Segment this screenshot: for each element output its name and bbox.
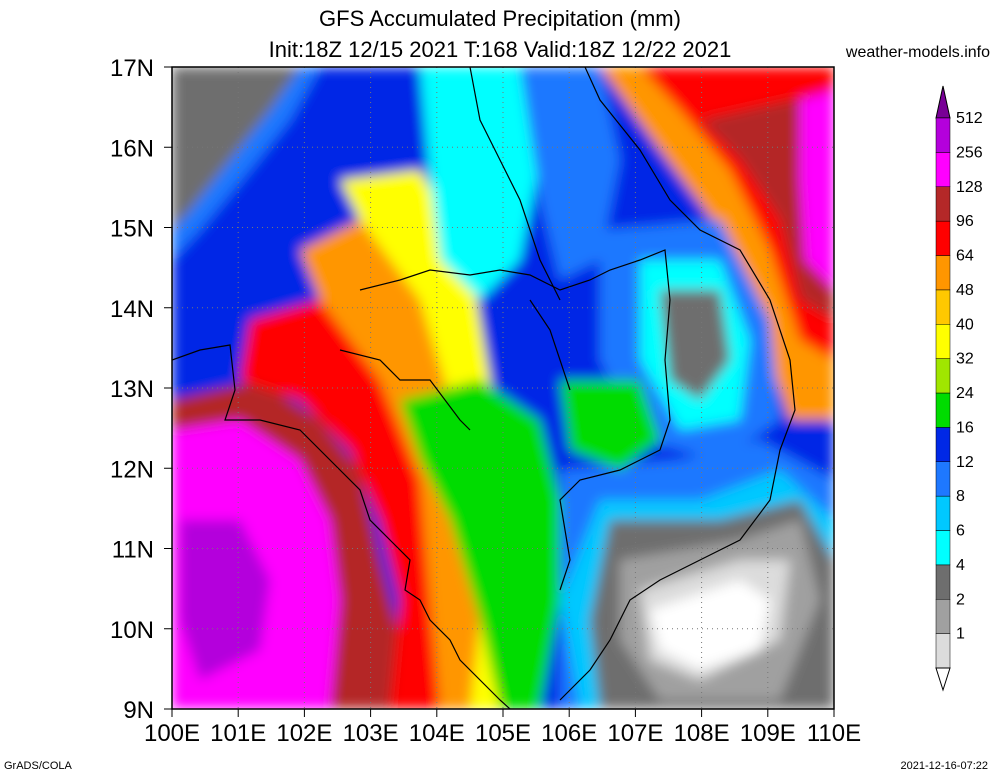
colorbar-label: 12 [956, 454, 974, 471]
colorbar-swatch [935, 324, 951, 359]
longitude-label: 104E [409, 720, 465, 747]
colorbar-label: 8 [956, 488, 965, 505]
colorbar-label: 1 [956, 626, 965, 643]
colorbar-label: 256 [956, 144, 983, 161]
colorbar-label: 32 [956, 351, 974, 368]
coastlines [172, 67, 796, 709]
colorbar-swatch [935, 564, 951, 600]
latitude-label: 11N [112, 537, 154, 564]
colorbar-swatch [935, 152, 951, 187]
colorbar-swatch [935, 220, 951, 256]
longitude-label: 106E [541, 720, 597, 747]
colorbar-label: 96 [956, 213, 974, 230]
colorbar-swatch [935, 186, 951, 222]
longitude-label: 107E [607, 720, 663, 747]
latitude-labels: 9N 10N 11N 12N 13N 14N 15N 16N 17N [110, 55, 172, 724]
longitude-label: 100E [144, 720, 200, 747]
longitude-label: 108E [674, 720, 730, 747]
longitude-label: 102E [276, 720, 332, 747]
colorbar-label: 2 [956, 591, 965, 608]
colorbar-label: 48 [956, 282, 974, 299]
latitude-label: 13N [110, 376, 154, 403]
latitude-label: 10N [110, 617, 154, 644]
software-credit: GrADS/COLA [4, 760, 72, 772]
map-subtitle: Init:18Z 12/15 2021 T:168 Valid:18Z 12/2… [268, 37, 732, 62]
site-label: weather-models.info [845, 44, 990, 61]
colorbar-swatch [935, 392, 951, 428]
colorbar-label: 24 [956, 385, 974, 402]
colorbar-swatch [935, 599, 951, 634]
colorbar-label: 128 [956, 179, 983, 196]
longitude-label: 103E [343, 720, 399, 747]
colorbar-swatch [935, 427, 951, 462]
colorbar-label: 40 [956, 316, 974, 333]
colorbar-swatch [935, 530, 951, 566]
latitude-label: 17N [110, 55, 154, 82]
colorbar-swatch [935, 633, 951, 669]
latitude-label: 16N [110, 135, 154, 162]
colorbar-swatch [935, 461, 951, 497]
colorbar-swatch [935, 358, 951, 394]
colorbar-label: 4 [956, 557, 965, 574]
latitude-label: 12N [110, 456, 154, 483]
colorbar-label: 16 [956, 419, 974, 436]
latitude-label: 14N [110, 296, 154, 323]
colorbar-swatch [935, 289, 951, 325]
colorbar-swatch [935, 117, 951, 153]
latitude-label: 15N [110, 216, 154, 243]
grid-lines [172, 67, 834, 709]
longitude-label: 105E [475, 720, 531, 747]
longitude-label: 101E [210, 720, 266, 747]
colorbar-label: 64 [956, 248, 974, 265]
colorbar-label: 512 [956, 110, 983, 127]
colorbar-label: 6 [956, 523, 965, 540]
colorbar-swatch [935, 255, 951, 291]
latitude-label: 9N [123, 697, 154, 724]
longitude-label: 109E [740, 720, 796, 747]
longitude-label: 110E [807, 720, 861, 747]
map-title: GFS Accumulated Precipitation (mm) [319, 6, 681, 31]
longitude-labels: 100E 101E 102E 103E 104E 105E 106E 107E 108E 109E… [144, 709, 861, 747]
colorbar-bottom-arrow [935, 667, 951, 692]
generated-timestamp: 2021-12-16-07:22 [900, 760, 988, 772]
colorbar-top-arrow [935, 85, 951, 119]
colorbar-swatch [935, 495, 951, 531]
